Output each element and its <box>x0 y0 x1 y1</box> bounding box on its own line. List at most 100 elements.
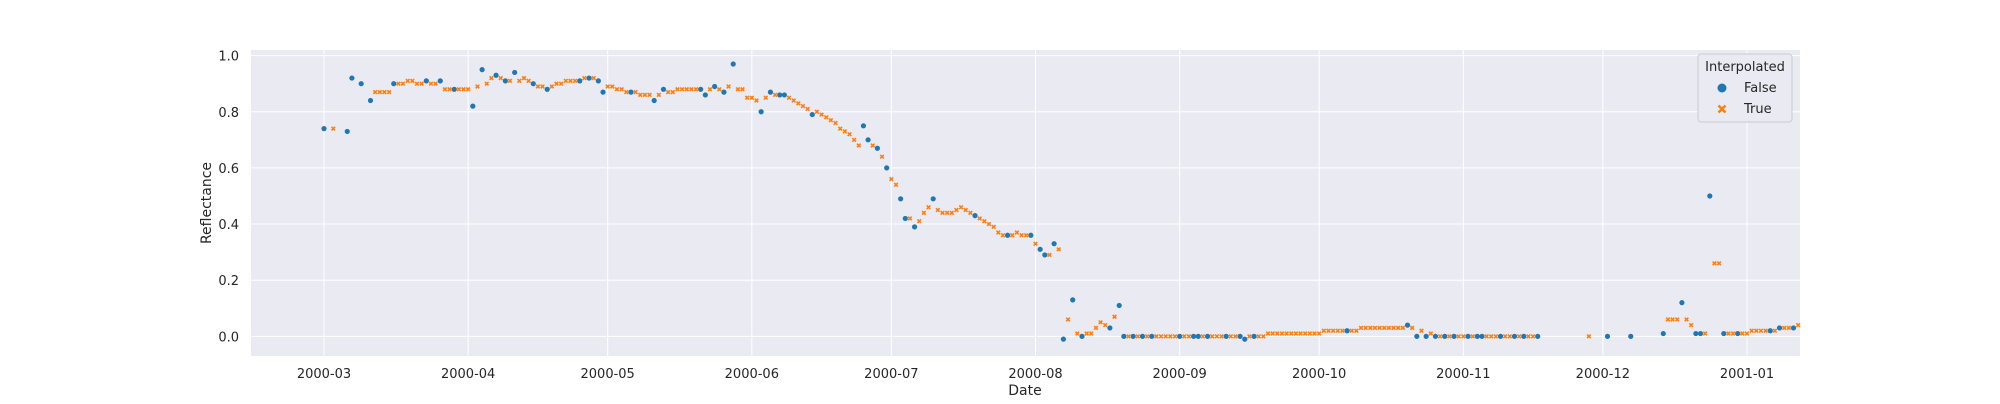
point-interpolated <box>1484 333 1489 339</box>
point-interpolated <box>716 86 722 92</box>
point-not-interpolated <box>1237 333 1243 339</box>
y-axis-label: Reflectance <box>199 162 215 244</box>
point-interpolated <box>526 78 531 84</box>
point-interpolated <box>605 84 611 89</box>
point-interpolated <box>981 218 987 224</box>
point-not-interpolated <box>1451 333 1457 339</box>
point-interpolated <box>1279 331 1285 336</box>
point-interpolated <box>670 89 676 95</box>
point-not-interpolated <box>1079 333 1085 339</box>
point-interpolated <box>405 78 411 84</box>
point-interpolated <box>1154 333 1159 339</box>
point-interpolated <box>1688 322 1694 328</box>
point-not-interpolated <box>344 128 350 135</box>
point-interpolated <box>1386 325 1392 331</box>
point-interpolated <box>1181 333 1187 339</box>
point-interpolated <box>795 100 801 106</box>
point-not-interpolated <box>1344 328 1350 334</box>
point-interpolated <box>1447 333 1452 339</box>
point-interpolated <box>563 78 569 84</box>
point-interpolated <box>665 89 671 95</box>
point-interpolated <box>749 95 755 101</box>
point-interpolated <box>1112 314 1117 320</box>
point-interpolated <box>684 86 690 92</box>
x-tick-label: 2000-09 <box>1152 367 1206 382</box>
point-interpolated <box>986 221 992 227</box>
y-tick-label: 0.4 <box>218 218 239 233</box>
point-not-interpolated <box>1121 333 1127 339</box>
point-interpolated <box>879 154 885 160</box>
point-interpolated <box>1019 232 1024 238</box>
point-interpolated <box>507 78 513 84</box>
point-not-interpolated <box>1130 333 1136 339</box>
point-interpolated <box>1516 333 1522 339</box>
point-interpolated <box>828 117 834 123</box>
point-interpolated <box>754 98 759 103</box>
point-interpolated <box>1126 333 1131 339</box>
y-tick-label: 0.8 <box>218 106 239 121</box>
point-interpolated <box>1247 333 1252 339</box>
point-interpolated <box>1763 328 1768 334</box>
point-not-interpolated <box>437 78 443 84</box>
point-not-interpolated <box>1660 330 1666 337</box>
point-not-interpolated <box>1051 241 1057 247</box>
point-interpolated <box>1730 331 1736 336</box>
point-interpolated <box>1502 333 1508 339</box>
point-not-interpolated <box>1404 322 1411 328</box>
point-interpolated <box>847 131 852 137</box>
point-interpolated <box>1726 331 1731 336</box>
point-interpolated <box>647 92 652 98</box>
point-interpolated <box>489 75 494 81</box>
point-interpolated <box>1261 333 1266 339</box>
point-interpolated <box>1163 333 1169 339</box>
legend-true-label: True <box>1743 102 1772 117</box>
x-tick-label: 2001-01 <box>1720 367 1774 382</box>
point-interpolated <box>1795 322 1801 328</box>
point-interpolated <box>609 84 615 89</box>
point-interpolated <box>1288 331 1294 336</box>
point-interpolated <box>1009 232 1015 238</box>
data-points <box>321 61 1801 342</box>
point-interpolated <box>693 86 699 92</box>
point-interpolated <box>1507 333 1513 339</box>
point-interpolated <box>1419 328 1424 334</box>
point-interpolated <box>1056 246 1062 252</box>
point-not-interpolated <box>777 92 783 98</box>
point-not-interpolated <box>1479 333 1485 339</box>
point-interpolated <box>949 210 955 216</box>
point-not-interpolated <box>1776 325 1783 331</box>
point-interpolated <box>1312 331 1317 336</box>
point-interpolated <box>1144 333 1150 339</box>
point-interpolated <box>377 89 383 95</box>
point-interpolated <box>833 120 838 126</box>
x-tick-label: 2000-08 <box>1008 367 1062 382</box>
point-not-interpolated <box>530 81 536 87</box>
point-interpolated <box>1377 325 1382 331</box>
point-interpolated <box>1219 333 1224 339</box>
point-interpolated <box>1102 322 1108 328</box>
point-interpolated <box>540 84 545 89</box>
y-tick-label: 0.6 <box>218 162 239 177</box>
point-not-interpolated <box>1242 336 1248 342</box>
point-not-interpolated <box>451 86 457 92</box>
point-interpolated <box>856 143 862 148</box>
point-interpolated <box>637 92 643 98</box>
point-interpolated <box>740 86 745 92</box>
point-interpolated <box>1321 328 1327 334</box>
point-interpolated <box>656 92 662 98</box>
point-interpolated <box>1395 325 1401 331</box>
point-interpolated <box>1739 331 1745 336</box>
point-not-interpolated <box>1042 252 1048 258</box>
point-interpolated <box>456 86 462 92</box>
point-interpolated <box>554 81 559 87</box>
x-tick-label: 2000-04 <box>441 367 495 382</box>
point-interpolated <box>1186 333 1192 339</box>
legend-false-marker <box>1717 83 1727 93</box>
point-interpolated <box>549 84 555 89</box>
point-interpolated <box>614 86 620 92</box>
point-interpolated <box>633 89 638 95</box>
point-interpolated <box>591 75 597 81</box>
point-not-interpolated <box>1028 232 1034 238</box>
point-interpolated <box>1781 325 1787 331</box>
point-interpolated <box>991 224 997 230</box>
